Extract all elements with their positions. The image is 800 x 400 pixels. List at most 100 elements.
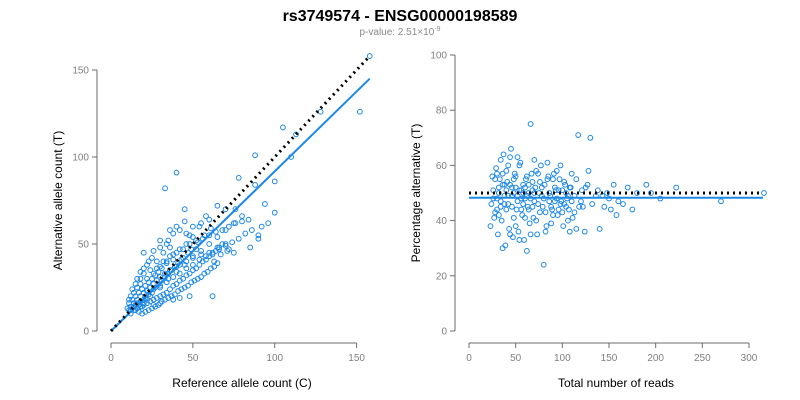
data-point bbox=[142, 282, 149, 289]
scatter-panel-allele-counts: 0 50 100 150 0 50 100 150 Reference allele count… bbox=[51, 53, 373, 390]
data-point bbox=[504, 179, 511, 185]
data-point bbox=[147, 267, 154, 274]
data-point bbox=[183, 230, 190, 237]
data-point bbox=[497, 203, 504, 210]
data-point bbox=[155, 281, 162, 287]
data-point bbox=[150, 302, 157, 308]
data-point bbox=[568, 198, 575, 205]
data-point bbox=[176, 227, 183, 233]
data-point bbox=[495, 190, 502, 196]
data-point bbox=[139, 286, 146, 293]
data-point bbox=[576, 203, 583, 210]
data-point bbox=[523, 176, 529, 183]
y-tick-label: 40 bbox=[436, 216, 448, 227]
data-point bbox=[144, 261, 150, 268]
data-point bbox=[203, 253, 209, 260]
data-point bbox=[201, 270, 208, 277]
data-point bbox=[491, 214, 498, 221]
data-point bbox=[624, 184, 631, 191]
data-point bbox=[505, 162, 512, 169]
data-point bbox=[178, 286, 185, 293]
data-point bbox=[551, 198, 558, 205]
data-point bbox=[538, 184, 545, 191]
data-point bbox=[566, 228, 573, 235]
data-point bbox=[129, 296, 136, 303]
data-point bbox=[503, 168, 510, 174]
data-point bbox=[158, 298, 165, 305]
data-point bbox=[224, 248, 231, 254]
data-point bbox=[514, 154, 521, 161]
data-point bbox=[206, 253, 213, 260]
data-point bbox=[188, 279, 195, 286]
y-axis-label: Percentage alternative (T) bbox=[409, 124, 423, 263]
data-point bbox=[206, 241, 213, 247]
data-point bbox=[559, 187, 566, 194]
data-point bbox=[581, 228, 588, 235]
data-point bbox=[152, 272, 159, 279]
data-point bbox=[566, 184, 573, 191]
data-point bbox=[530, 214, 537, 221]
y-tick-label: 80 bbox=[436, 106, 448, 117]
data-point bbox=[139, 303, 146, 310]
data-point bbox=[555, 206, 562, 213]
data-point bbox=[209, 251, 216, 258]
data-point bbox=[189, 223, 196, 230]
data-point bbox=[515, 228, 522, 235]
data-point bbox=[140, 300, 147, 307]
data-point bbox=[512, 184, 519, 191]
data-point bbox=[181, 284, 188, 291]
data-point bbox=[527, 231, 534, 238]
data-point bbox=[153, 265, 160, 272]
data-point bbox=[214, 244, 221, 251]
data-point bbox=[140, 265, 147, 272]
data-point bbox=[607, 206, 614, 213]
data-point bbox=[550, 176, 556, 183]
data-point bbox=[160, 258, 167, 265]
data-point bbox=[518, 206, 525, 213]
data-point bbox=[135, 308, 142, 315]
data-point bbox=[544, 176, 551, 183]
data-point bbox=[222, 206, 229, 213]
data-point bbox=[255, 232, 262, 239]
data-point bbox=[578, 198, 584, 205]
data-point bbox=[489, 173, 496, 180]
data-point bbox=[226, 246, 232, 253]
data-point bbox=[203, 213, 209, 220]
x-tick-label: 0 bbox=[466, 353, 472, 364]
data-point bbox=[568, 170, 575, 177]
data-point bbox=[189, 234, 196, 240]
data-point bbox=[495, 212, 502, 218]
data-point bbox=[134, 284, 141, 291]
data-point bbox=[558, 198, 565, 205]
data-point bbox=[194, 239, 201, 246]
data-point bbox=[193, 265, 200, 272]
data-point bbox=[142, 308, 149, 315]
x-tick-label: 50 bbox=[510, 353, 522, 364]
data-point bbox=[517, 159, 524, 166]
data-point bbox=[163, 279, 170, 286]
data-point bbox=[194, 275, 201, 282]
data-point bbox=[173, 268, 180, 275]
data-point bbox=[542, 228, 549, 235]
data-point bbox=[495, 231, 501, 238]
data-point bbox=[145, 279, 152, 286]
data-point bbox=[219, 241, 226, 247]
data-point bbox=[216, 244, 222, 251]
data-point bbox=[549, 206, 555, 213]
data-point bbox=[496, 176, 503, 183]
data-point bbox=[497, 156, 504, 163]
data-point bbox=[510, 214, 517, 221]
data-point bbox=[247, 244, 254, 251]
data-point bbox=[539, 203, 546, 210]
data-point bbox=[170, 296, 177, 303]
data-point bbox=[216, 246, 222, 253]
data-point bbox=[144, 296, 150, 303]
data-point bbox=[521, 237, 527, 243]
data-point bbox=[165, 237, 172, 244]
data-point bbox=[551, 170, 557, 177]
data-point bbox=[131, 289, 137, 296]
data-point bbox=[222, 241, 229, 247]
data-point bbox=[185, 282, 191, 289]
data-point bbox=[129, 286, 136, 293]
data-point bbox=[214, 234, 221, 240]
